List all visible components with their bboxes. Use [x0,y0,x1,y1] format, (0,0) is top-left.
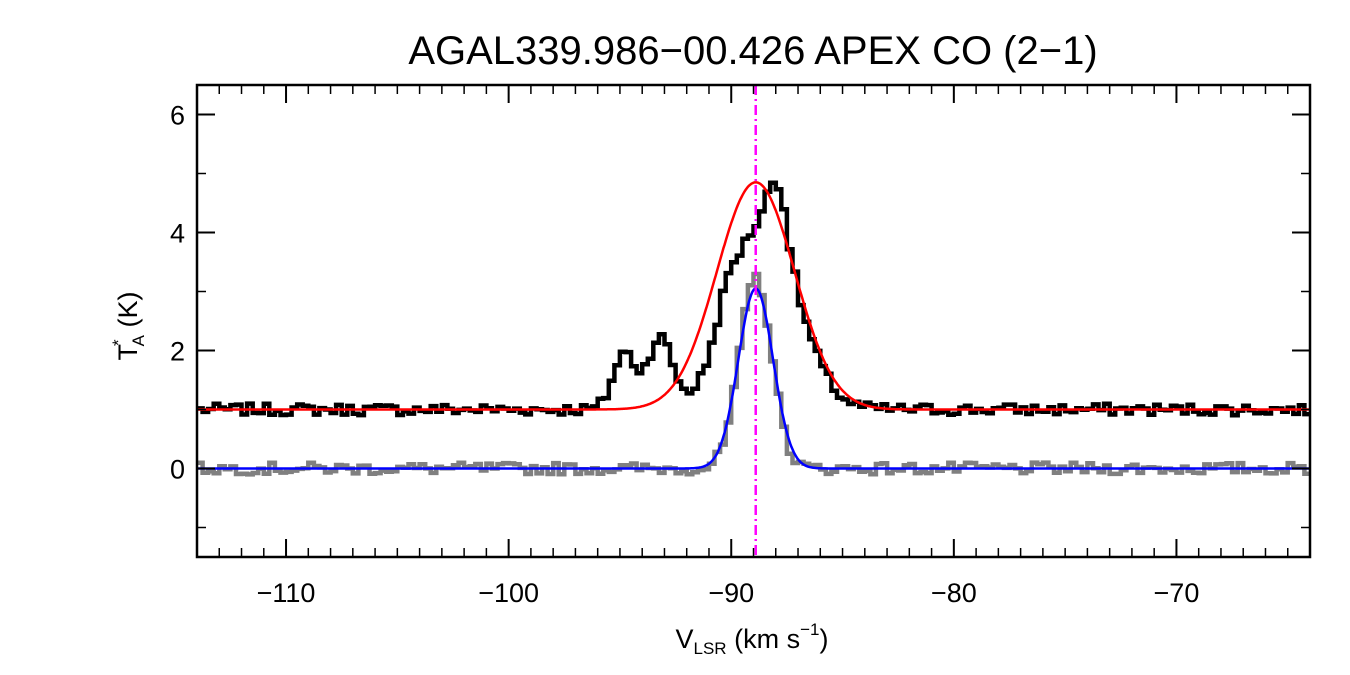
series-0-spectrum [197,180,1310,418]
y-axis-label: T*A (K) [109,292,148,361]
x-tick-label: −70 [1154,578,1200,608]
x-tick-label: −80 [931,578,977,608]
y-tick-label: 6 [170,101,185,131]
x-tick-label: −110 [257,578,316,608]
axis-ticks: −110 −100 −90 −80 −70 0 2 4 6 [170,85,1311,608]
y-tick-label: 4 [170,219,185,249]
y-tick-label: 2 [170,337,185,367]
plot-frame [195,83,1312,559]
x-tick-label: −90 [708,578,754,608]
y-tick-label: 0 [170,455,185,485]
series-2-spectrum [197,271,1310,477]
series-1-fit [197,181,1310,411]
series-3-fit [197,287,1310,470]
x-tick-label: −100 [478,578,539,608]
x-axis-label: VLSR (km s−1) [676,620,829,658]
plot-area [197,85,1310,557]
chart-title: AGAL339.986−00.426 APEX CO (2−1) [408,29,1097,73]
